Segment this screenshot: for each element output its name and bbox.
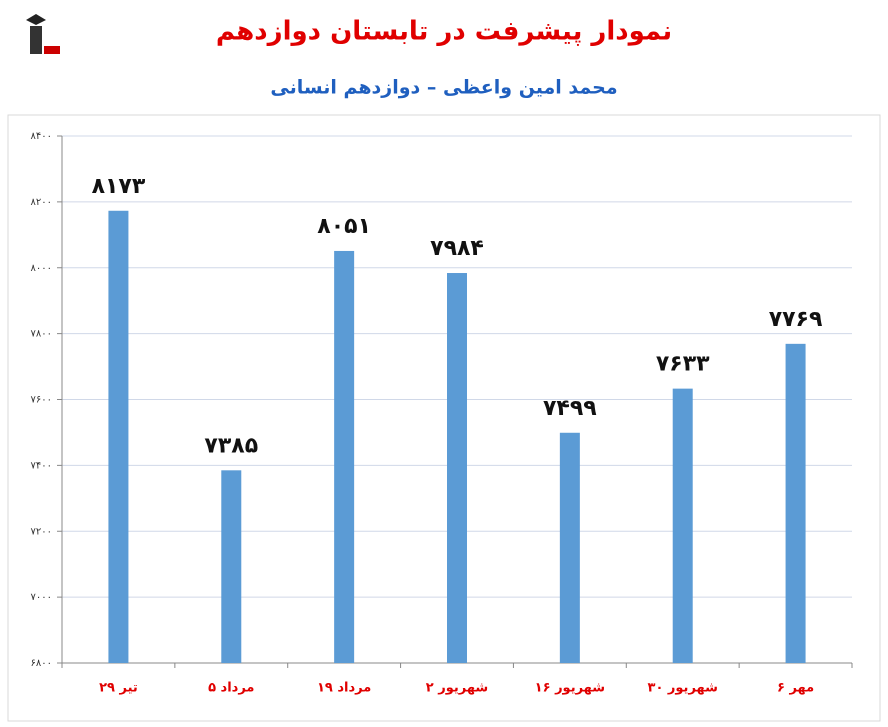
data-label: ۷۷۶۹	[769, 307, 823, 332]
data-label: ۷۳۸۵	[204, 433, 258, 458]
chart-title: نمودار پیشرفت در تابستان دوازدهم	[216, 17, 672, 47]
chart-frame	[7, 114, 881, 722]
data-label: ۷۹۸۴	[430, 236, 484, 261]
bar	[108, 210, 129, 663]
x-tick-label: ۳۰ شهریور	[648, 681, 718, 696]
x-tick-label: ۲ شهریور	[426, 681, 488, 696]
data-label: ۸۰۵۱	[317, 214, 371, 239]
y-tick-label: ۶۸۰۰	[31, 658, 52, 669]
y-tick-label: ۸۰۰۰	[31, 263, 52, 274]
y-tick-label: ۷۸۰۰	[31, 329, 52, 340]
y-tick-label: ۷۶۰۰	[31, 395, 52, 406]
data-label: ۸۱۷۳	[92, 174, 146, 199]
bar	[559, 432, 580, 663]
x-tick-label: ۱۶ شهریور	[535, 681, 605, 696]
x-tick-label: ۶ مهر	[777, 681, 814, 696]
y-tick-label: ۷۲۰۰	[31, 526, 52, 537]
logo	[20, 8, 64, 58]
x-tick-label: ۲۹ تیر	[99, 681, 138, 696]
y-tick-label: ۷۰۰۰	[31, 592, 52, 603]
bar	[672, 388, 693, 663]
bar	[447, 273, 467, 663]
y-tick-label: ۷۴۰۰	[31, 460, 52, 471]
bar	[334, 250, 355, 663]
data-label: ۷۶۳۳	[656, 352, 710, 377]
data-label: ۷۴۹۹	[543, 396, 597, 421]
y-tick-label: ۸۴۰۰	[31, 131, 52, 142]
bar	[785, 343, 806, 663]
bar	[221, 470, 242, 663]
logo-badge	[44, 46, 60, 54]
chart-subtitle: محمد امین واعظی – دوازدهم انسانی	[270, 77, 617, 99]
x-tick-label: ۵ مرداد	[208, 681, 254, 696]
logo-figure	[30, 26, 42, 54]
y-tick-label: ۸۲۰۰	[31, 197, 52, 208]
logo-cap	[26, 14, 46, 25]
x-tick-label: ۱۹ مرداد	[317, 681, 371, 696]
